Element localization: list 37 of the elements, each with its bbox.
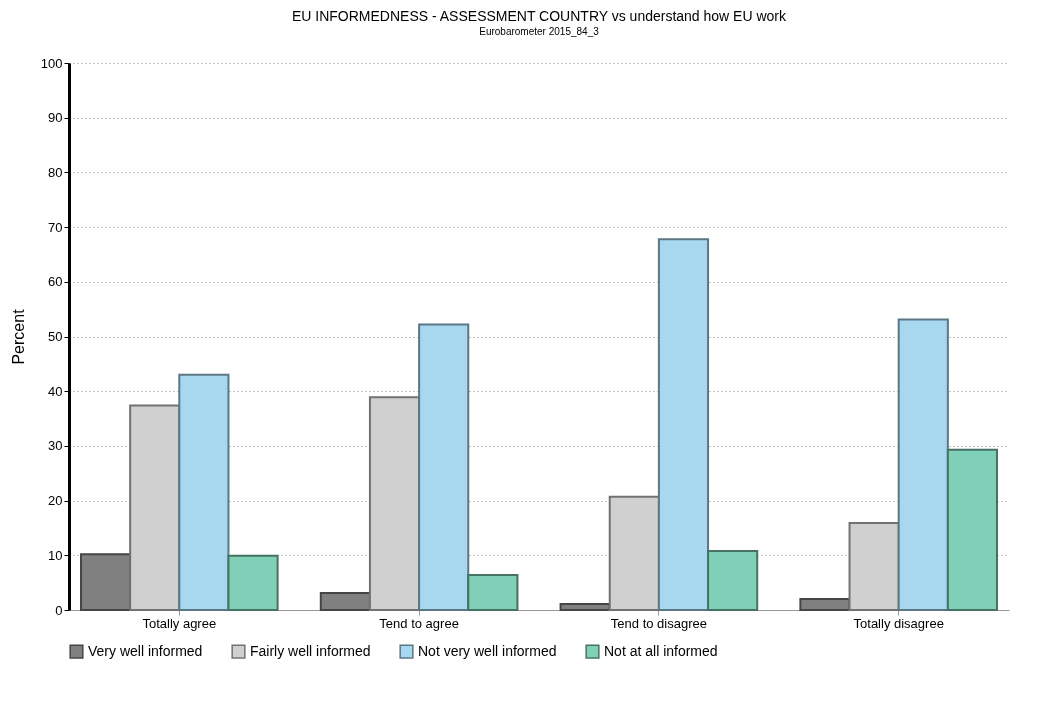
x-tick-label: Tend to agree [379, 615, 459, 631]
y-tick-label: 60 [48, 274, 63, 290]
x-tick-label: Tend to disagree [610, 615, 707, 631]
y-tick-label: 70 [48, 219, 63, 235]
y-tick-label: 80 [48, 164, 63, 180]
y-tick-label: 0 [55, 602, 63, 618]
legend-label: Very well informed [88, 642, 203, 659]
legend-label: Not at all informed [604, 642, 718, 659]
x-tick-label: Totally agree [142, 615, 217, 631]
y-tick-label: 30 [48, 438, 63, 454]
bar [608, 495, 660, 611]
bar [467, 573, 519, 611]
legend-label: Not very well informed [418, 642, 557, 659]
y-tick-label: 40 [48, 383, 63, 399]
y-tick-label: 100 [40, 55, 63, 71]
bar [848, 522, 900, 611]
chart-subtitle: Eurobarometer 2015_84_3 [479, 26, 600, 37]
chart-title: EU INFORMEDNESS - ASSESSMENT COUNTRY vs understand how EU work [291, 8, 788, 24]
bar [418, 323, 470, 611]
bar [319, 592, 371, 611]
y-tick-label: 10 [48, 547, 63, 563]
bar [559, 602, 611, 611]
x-tick-label: Totally disagree [853, 615, 944, 631]
y-axis-title: Percent [9, 308, 27, 365]
bar [368, 396, 421, 611]
legend-label: Fairly well informed [250, 642, 371, 659]
bar [178, 373, 230, 611]
bar [129, 404, 181, 611]
y-tick-label: 20 [48, 493, 63, 509]
bar [707, 549, 759, 611]
bar [946, 448, 999, 611]
bar [657, 238, 710, 611]
bar [227, 554, 279, 611]
bar [897, 318, 949, 611]
bar [799, 598, 851, 611]
y-tick-label: 90 [48, 110, 63, 126]
y-tick-label: 50 [48, 329, 63, 344]
